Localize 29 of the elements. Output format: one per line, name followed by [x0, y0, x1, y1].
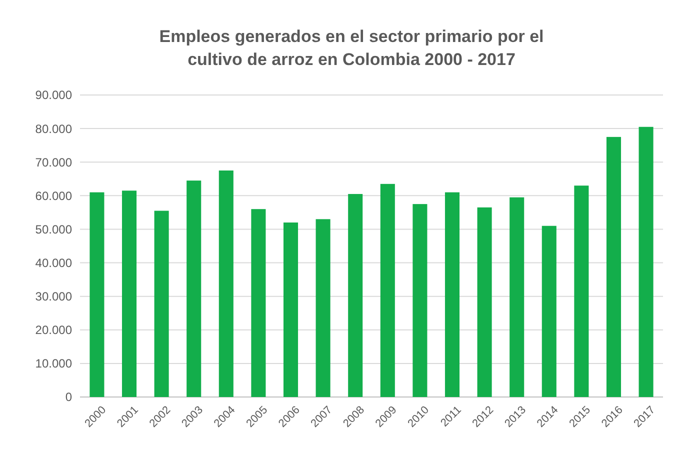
bar [186, 180, 202, 397]
y-tick-label: 20.000 [35, 323, 72, 338]
bar [542, 226, 556, 397]
y-tick-label: 0 [65, 390, 72, 404]
bar [444, 192, 460, 397]
chart-title: Empleos generados en el sector primario por el cultivo de arroz en Colombia 2000 - 2017 [159, 27, 544, 69]
bar [510, 197, 524, 397]
bar [251, 209, 266, 397]
bar [348, 194, 363, 397]
y-tick-label: 30.000 [35, 290, 72, 304]
bar [574, 186, 589, 397]
bar [606, 136, 622, 397]
bar [218, 170, 234, 397]
y-tick-label: 40.000 [35, 256, 72, 270]
y-tick-label: 80.000 [35, 122, 72, 136]
bar [412, 204, 428, 397]
bar [90, 192, 104, 397]
bar [380, 184, 395, 397]
bar [122, 190, 137, 397]
y-tick-label: 50.000 [35, 222, 72, 236]
y-tick-label: 90.000 [35, 88, 72, 102]
bar [154, 210, 169, 397]
bar [477, 207, 492, 397]
y-tick-label: 10.000 [35, 356, 72, 371]
bar [316, 219, 330, 397]
y-tick-label: 70.000 [35, 155, 72, 170]
bar [638, 126, 654, 397]
bar [283, 222, 298, 397]
y-tick-label: 60.000 [35, 188, 72, 203]
